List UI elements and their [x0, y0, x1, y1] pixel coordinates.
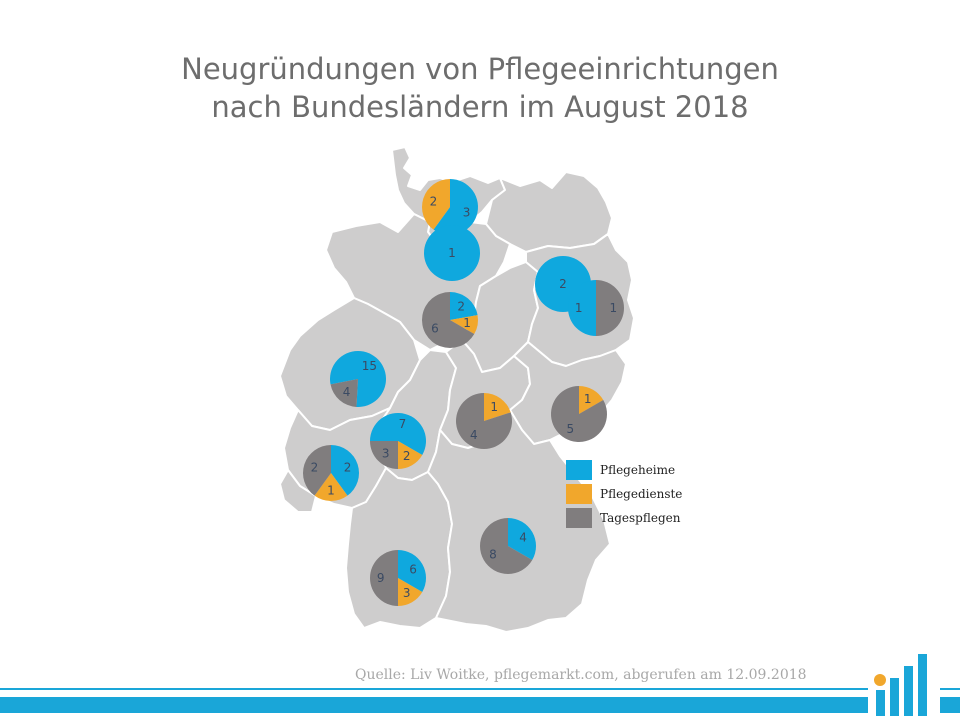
pie-data-label: 8 [489, 548, 497, 562]
pie-data-label: 1 [448, 246, 456, 260]
pie-slice-tagespflegen [551, 386, 607, 442]
pie-data-label: 2 [559, 277, 567, 291]
pie-slice-pflegeheime [433, 179, 478, 236]
pie-data-label: 1 [463, 316, 471, 330]
pie-chart: 32 [422, 179, 478, 236]
pie-data-label: 6 [409, 562, 417, 576]
legend-swatch-pflegedienste [566, 484, 592, 504]
pie-data-label: 1 [327, 483, 335, 497]
pie-data-label: 9 [377, 571, 385, 585]
state-regions [279, 146, 635, 633]
pie-chart: 14 [455, 393, 512, 449]
legend-label-pflegeheime: Pflegeheime [600, 463, 676, 477]
pie-chart: 15 4 [329, 351, 386, 407]
pie-slice-tagespflegen [421, 292, 475, 348]
pie-data-label: 15 [362, 359, 377, 373]
pie-data-label: 3 [382, 446, 390, 460]
brand-logo [868, 650, 940, 716]
pie-slice-pflegeheime [450, 292, 478, 320]
legend-item-pflegedienste: Pflegedienste [566, 482, 682, 506]
pie-data-label: 5 [566, 422, 574, 436]
title-line-1: Neugründungen von Pflegeeinrichtungen [181, 52, 779, 86]
legend-item-pflegeheime: Pflegeheime [566, 458, 682, 482]
pie-slice-pflegeheime [370, 413, 426, 455]
pie-slice-pflegedienste [579, 386, 604, 414]
footer-bar-thin [0, 688, 960, 690]
legend-swatch-tagespflegen [566, 508, 592, 528]
legend-swatch-pflegeheime [566, 460, 592, 480]
pie-data-label: 1 [575, 301, 583, 315]
pie-data-label: 2 [430, 195, 438, 209]
legend-label-tagespflegen: Tagespflegen [600, 511, 681, 525]
pie-slice-pflegeheime [568, 280, 596, 336]
pie-slice-pflegedienste [450, 315, 478, 334]
pie-data-label: 4 [470, 428, 478, 442]
pie-data-label: 3 [403, 586, 411, 600]
pie-slice-tagespflegen [455, 393, 512, 449]
pie-slice-pflegedienste [422, 179, 450, 230]
footer-bar-thick [0, 697, 960, 713]
pie-slice-pflegedienste [398, 578, 423, 606]
pie-data-label: 1 [610, 301, 618, 315]
pie-slice-tagespflegen [596, 280, 624, 336]
pie-slice-pflegeheime [508, 518, 536, 560]
pie-data-label: 4 [519, 530, 527, 544]
pie-chart: 15 [551, 386, 607, 442]
pie-slice-tagespflegen [370, 441, 398, 469]
pie-chart: 7 23 [370, 413, 426, 469]
pie-slice-pflegedienste [314, 473, 348, 501]
pie-data-label: 6 [431, 322, 439, 336]
pie-slice-tagespflegen [370, 550, 398, 606]
legend-label-pflegedienste: Pflegedienste [600, 487, 683, 501]
pie-chart: 2 1 6 [421, 292, 478, 348]
pie-slice-pflegedienste [398, 441, 423, 469]
source-note: Quelle: Liv Woitke, pflegemarkt.com, abg… [355, 667, 807, 683]
pie-chart: 48 [480, 518, 536, 574]
pie-chart: 1 [424, 225, 480, 281]
pie-data-label: 2 [344, 461, 352, 475]
pie-slice-tagespflegen [303, 445, 331, 496]
pie-slice-tagespflegen [480, 518, 533, 574]
legend: Pflegeheime Pflegedienste Tagespflegen [566, 458, 682, 530]
legend-item-tagespflegen: Tagespflegen [566, 506, 682, 530]
pie-chart: 6 3 9 [370, 550, 426, 606]
pie-slice-pflegeheime [398, 550, 426, 592]
pie-data-label: 3 [463, 205, 471, 219]
pie-data-label: 1 [490, 400, 498, 414]
pie-slice-pflegeheime [331, 445, 359, 496]
pie-data-label: 2 [311, 461, 319, 475]
pie-data-label: 2 [457, 300, 465, 314]
pie-data-label: 1 [584, 392, 592, 406]
pie-slice-pflegedienste [484, 393, 511, 421]
pie-data-label: 7 [399, 417, 407, 431]
state-saarland [279, 469, 317, 513]
pie-slice-tagespflegen [330, 379, 358, 407]
pie-data-label: 2 [403, 449, 411, 463]
title-line-2: nach Bundesländern im August 2018 [211, 90, 749, 124]
pie-chart: 212 [303, 445, 359, 501]
pie-data-label: 4 [343, 385, 351, 399]
pie-slice-pflegeheime [424, 225, 480, 281]
chart-title: Neugründungen von Pflegeeinrichtungen na… [0, 50, 960, 126]
